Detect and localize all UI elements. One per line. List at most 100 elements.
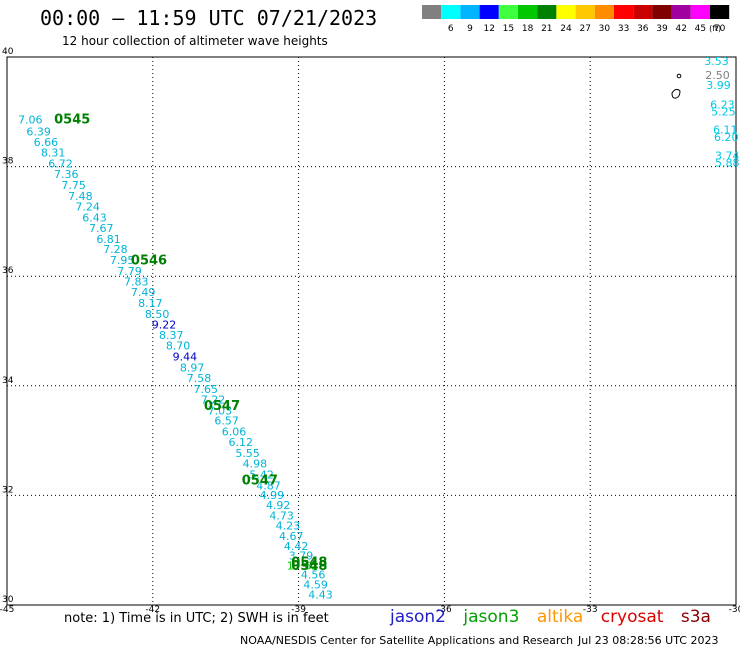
wave-height-value: 3.53 [704,55,729,68]
colorbar-swatch [710,5,730,19]
footer-timestamp: Jul 23 08:28:56 UTC 2023 [578,634,719,647]
wave-height-value: 6.81 [96,233,121,246]
wave-height-value: 3.99 [706,79,731,92]
wave-height-value: 7.83 [124,276,149,289]
wave-height-value: 5.88 [715,157,740,170]
wave-height-value: 7.03 [208,404,233,417]
x-tick-label: -39 [291,605,306,615]
track-time-label: 0548 [291,556,327,571]
y-tick-label: 38 [2,157,14,167]
wave-height-value: 4.98 [243,457,268,470]
footer-credit: NOAA/NESDIS Center for Satellite Applica… [240,634,574,647]
mission-legend: jason2 jason3 altika cryosat s3a [390,607,723,627]
colorbar-swatch [575,5,595,19]
units-note: note: 1) Time is in UTC; 2) SWH is in fe… [64,611,329,626]
wave-height-value: 7.65 [194,383,219,396]
wave-height-value: 7.36 [54,168,79,181]
wave-height-value: 4.67 [279,530,304,543]
colorbar-label: 9 [467,24,473,34]
wave-height-value: 7.48 [68,190,93,203]
colorbar-swatch [441,5,461,19]
wave-height-value: 8.37 [159,329,184,342]
colorbar-label: 24 [560,24,572,34]
wave-height-value: 4.42 [284,540,309,553]
wave-height-value: 8.70 [166,340,191,353]
y-tick-label: 32 [2,485,13,495]
colorbar-label: 27 [579,24,590,34]
wave-height-value: 7.49 [131,286,156,299]
wave-height-value: 7.95 [110,254,135,267]
y-tick-label: 30 [2,595,14,605]
x-tick-label: -42 [145,605,160,615]
x-tick-label: -45 [0,605,14,615]
wave-height-value: 7.67 [89,222,114,235]
colorbar-label: 33 [618,24,629,34]
wave-height-value: 8.97 [180,362,205,375]
colorbar-label: 15 [503,24,514,34]
colorbar-label: 36 [637,24,649,34]
wave-height-value: 5.25 [711,106,736,119]
wave-height-value: 6.72 [48,158,73,171]
colorbar-swatch [690,5,710,19]
colorbar-swatch [479,5,499,19]
chart-subtitle: 12 hour collection of altimeter wave hei… [62,34,328,48]
colorbar-label: 39 [656,24,668,34]
track-time-label: 0545 [54,112,90,127]
x-tick-label: -36 [437,605,452,615]
colorbar-swatch [498,5,518,19]
wave-height-value: 4.99 [260,489,285,502]
colorbar-swatch [671,5,691,19]
wave-height-value: 17.62 [287,559,319,572]
wave-height-value: 6.23 [710,99,735,112]
mission-jason2: jason2 [390,607,446,627]
x-tick-label: -30 [729,605,740,615]
wave-height-value: 9.22 [152,318,177,331]
colorbar-swatch [537,5,557,19]
colorbar-swatch [460,5,480,19]
mission-jason3: jason3 [463,607,520,627]
y-tick-label: 36 [2,266,14,276]
wave-height-value: 6.43 [82,211,107,224]
wave-height-value: 4.56 [301,569,326,582]
track-time-label: 0547 [242,473,278,488]
wave-height-value: 5.42 [249,468,274,481]
wave-height-value: 6.12 [229,436,254,449]
colorbar-swatch [556,5,576,19]
wave-height-value: 4.59 [303,579,328,592]
track-time-label: 0546 [131,254,167,269]
wave-height-value: 7.58 [187,372,212,385]
wave-height-value: 7.24 [75,200,100,213]
colorbar-legend: 6 9 12 15 18 21 24 27 30 33 36 39 42 45 70(ft) [422,5,730,34]
colorbar-swatch [614,5,634,19]
wave-height-value: 4.73 [269,510,294,523]
wave-height-value: 3.79 [289,550,314,563]
colorbar-swatch [422,5,442,19]
wave-height-value: 5.55 [235,447,260,460]
colorbar-swatch [594,5,614,19]
colorbar-label: 30 [599,24,611,34]
x-tick-label: -33 [583,605,598,615]
mission-cryosat: cryosat [600,607,664,627]
wave-height-value: 4.23 [276,519,301,532]
wave-height-value: 4.43 [308,588,333,601]
chart-title: 00:00 – 11:59 UTC 07/21/2023 [40,6,378,30]
colorbar-swatch [633,5,653,19]
wave-height-value: 7.22 [201,393,226,406]
y-tick-label: 34 [2,376,14,386]
wave-height-value: 6.06 [222,426,247,439]
colorbar-label: 70 [714,24,726,34]
wave-height-value: 8.31 [41,147,66,160]
island-outline [676,73,682,79]
island-outline [671,88,681,99]
wave-height-value: 6.20 [714,131,739,144]
wave-height-value: 7.06 [18,113,43,126]
wave-height-value: 7.75 [61,179,86,192]
mission-s3a: s3a [680,607,711,627]
colorbar-label: 42 [675,24,686,34]
colorbar-label: 45 [695,24,706,34]
colorbar-unit: (ft) [709,24,721,33]
wave-height-value: 6.57 [214,415,239,428]
track-time-label: 0548 [291,559,327,574]
wave-height-value: 7.79 [117,265,142,278]
